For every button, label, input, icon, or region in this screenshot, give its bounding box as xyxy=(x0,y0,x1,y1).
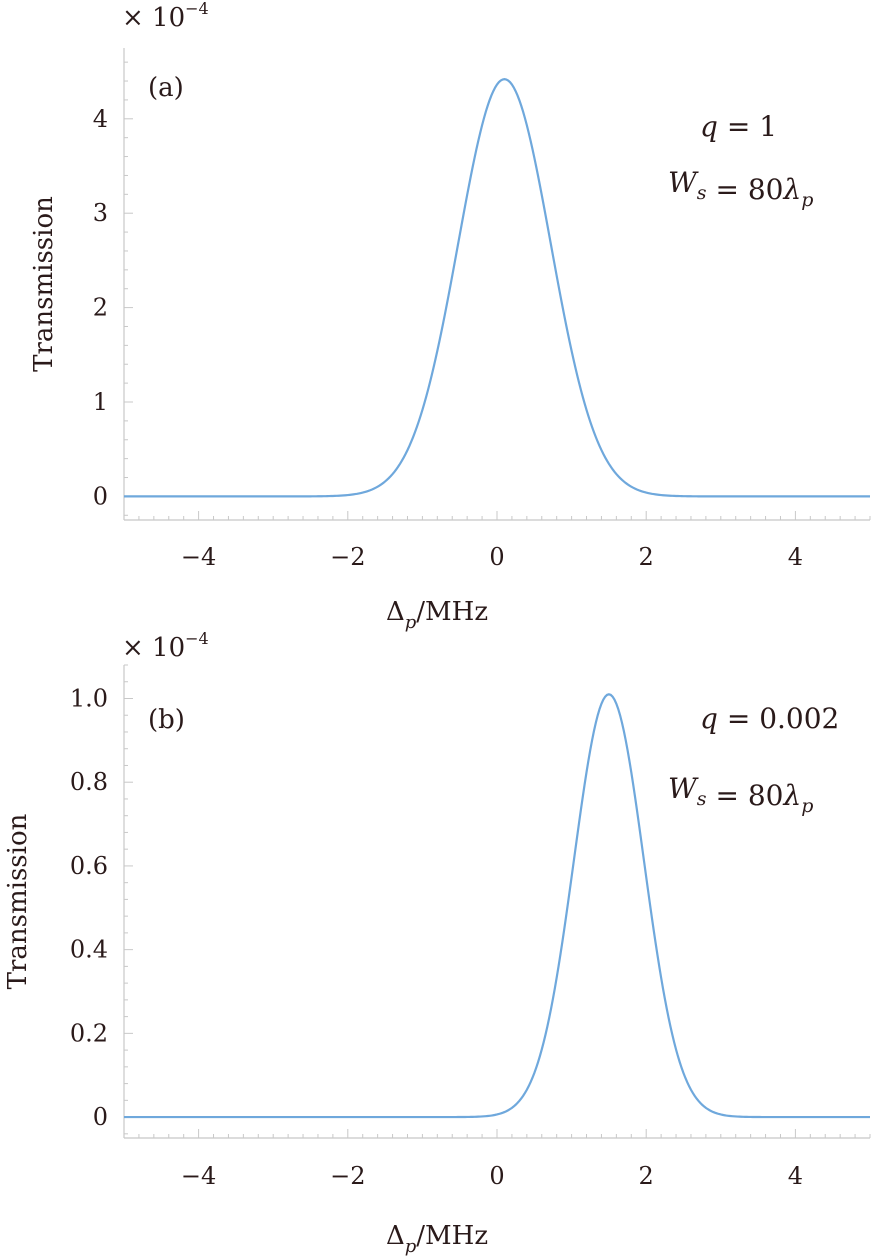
annotation-ws: Ws = 80λp xyxy=(668,772,813,817)
y-tick-label: 0.6 xyxy=(70,852,108,880)
y-tick-label: 1.0 xyxy=(70,684,108,712)
y-tick-label: 0.8 xyxy=(70,768,108,796)
chart-panel-a: −4 −2 0 2 4 0 1 2 3 4 × 10−4 (a) q = 1 Ws = 80λp Trans… xyxy=(29,0,871,633)
y-tick-label: 0 xyxy=(93,482,108,510)
annotation-q: q = 1 xyxy=(700,110,777,143)
x-tick-label: 0 xyxy=(489,543,504,571)
panel-label: (a) xyxy=(148,73,184,103)
x-tick-label: −2 xyxy=(330,1162,365,1190)
annotation-ws: Ws = 80λp xyxy=(668,166,813,211)
x-tick-label: 4 xyxy=(788,543,803,571)
y-tick-label: 1 xyxy=(93,388,108,416)
x-tick-label: −2 xyxy=(330,543,365,571)
y-tick-label: 3 xyxy=(93,199,108,227)
axis-multiplier: × 10−4 xyxy=(122,629,209,663)
x-axis-title: Δp/MHz xyxy=(386,597,488,633)
y-tick-label: 0 xyxy=(93,1103,108,1131)
x-tick-label: 2 xyxy=(639,543,654,571)
y-tick-label: 4 xyxy=(93,105,108,133)
series-line xyxy=(124,693,870,1119)
x-tick-label: 0 xyxy=(489,1162,504,1190)
series-line xyxy=(124,78,870,498)
y-tick-label: 0.2 xyxy=(70,1019,108,1047)
x-axis-title: Δp/MHz xyxy=(386,1221,488,1257)
y-axis-title: Transmission xyxy=(3,813,33,989)
y-axis-title: Transmission xyxy=(29,196,59,372)
axis-multiplier: × 10−4 xyxy=(122,0,209,33)
chart-panel-b: −4 −2 0 2 4 0 0.2 0.4 0.6 0.8 1.0 × 10−4 (b) q = 0.00… xyxy=(3,629,871,1257)
x-tick-label: −4 xyxy=(181,543,216,571)
y-tick-label: 2 xyxy=(93,294,108,322)
x-tick-label: −4 xyxy=(181,1162,216,1190)
y-tick-label: 0.4 xyxy=(70,936,108,964)
annotation-q: q = 0.002 xyxy=(700,702,839,735)
x-tick-label: 4 xyxy=(788,1162,803,1190)
x-tick-label: 2 xyxy=(639,1162,654,1190)
panel-label: (b) xyxy=(148,705,185,735)
